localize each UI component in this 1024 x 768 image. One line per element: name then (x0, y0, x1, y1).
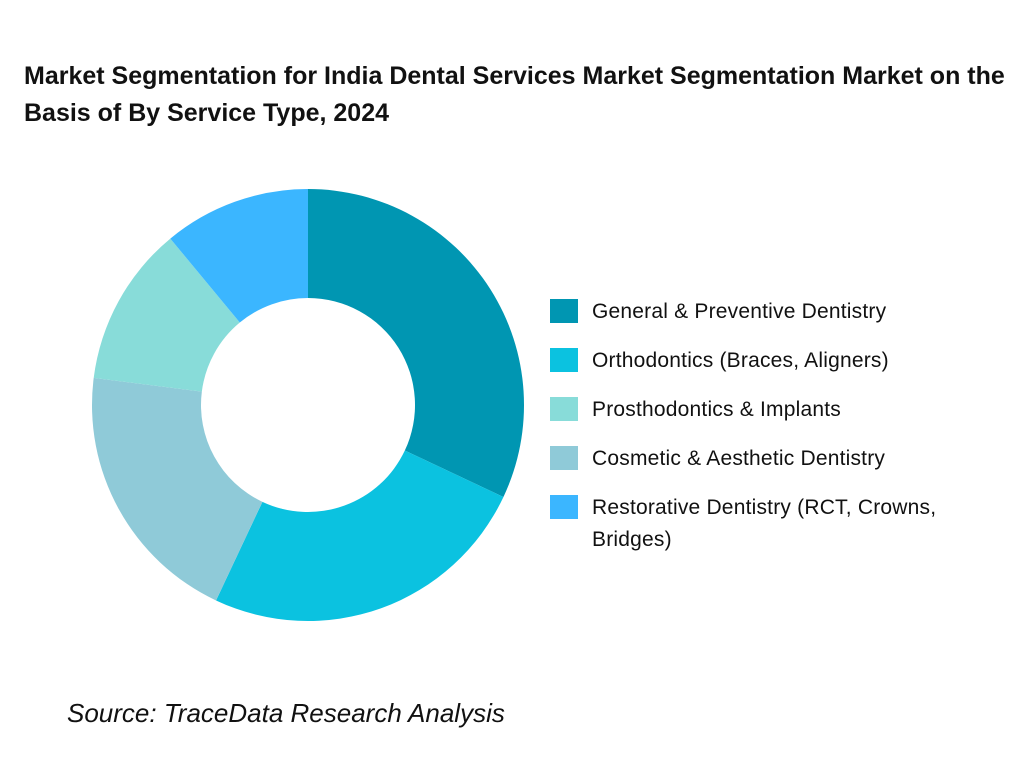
legend-swatch (550, 397, 578, 421)
legend-label: Orthodontics (Braces, Aligners) (592, 349, 889, 372)
source-note: Source: TraceData Research Analysis (67, 698, 505, 728)
legend: General & Preventive Dentistry Orthodonti… (550, 296, 1020, 573)
donut-slice-cosmetic-aesthetic-dentistry (92, 377, 263, 601)
legend-label: Prosthodontics & Implants (592, 398, 841, 421)
legend-item: Orthodontics (Braces, Aligners) (550, 345, 1020, 377)
legend-label: Cosmetic & Aesthetic Dentistry (592, 447, 886, 470)
legend-item: Restorative Dentistry (RCT, Crowns, Brid… (550, 492, 1020, 556)
donut-slice-orthodontics-braces-aligners (216, 450, 504, 621)
donut-slice-general-preventive-dentistry (308, 189, 524, 497)
legend-label: General & Preventive Dentistry (592, 300, 887, 323)
donut-slice-prosthodontics-implants (93, 238, 240, 392)
legend-item: Cosmetic & Aesthetic Dentistry (550, 443, 1020, 475)
legend-swatch (550, 299, 578, 323)
legend-swatch (550, 446, 578, 470)
legend-swatch (550, 495, 578, 519)
chart-title: Market Segmentation for India Dental Ser… (24, 62, 1005, 127)
legend-item: Prosthodontics & Implants (550, 394, 1020, 426)
legend-swatch (550, 348, 578, 372)
legend-label: Restorative Dentistry (RCT, Crowns, Brid… (592, 496, 937, 551)
donut-slice-restorative-dentistry-rct-crowns-bridges (170, 189, 308, 323)
legend-item: General & Preventive Dentistry (550, 296, 1020, 328)
